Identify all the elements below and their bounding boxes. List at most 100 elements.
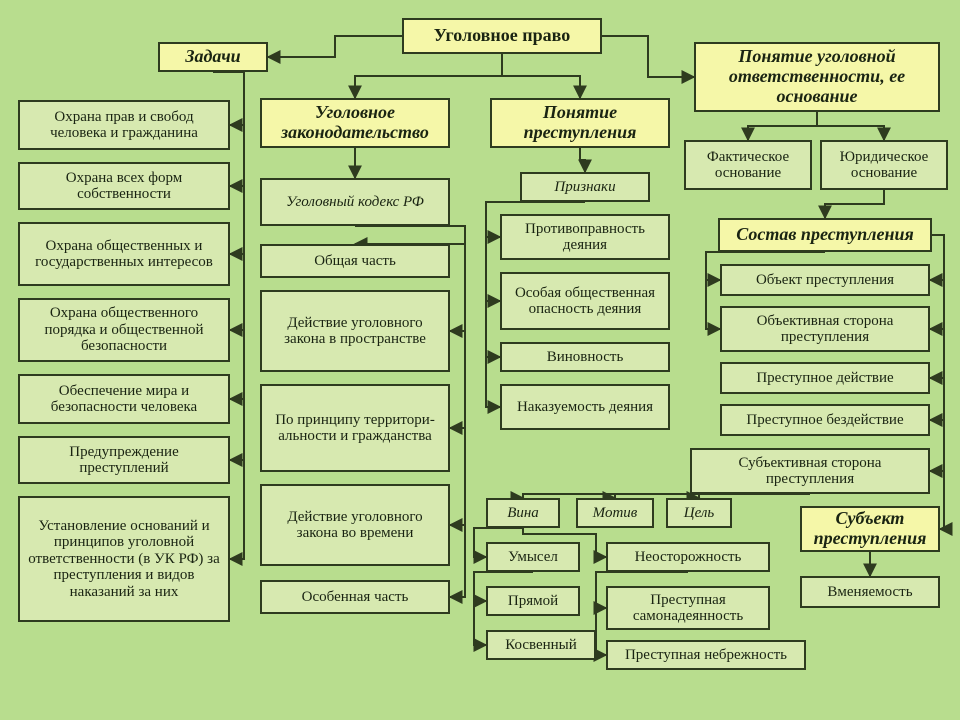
node-so_act: Преступное действие	[720, 362, 930, 394]
node-motive: Мотив	[576, 498, 654, 528]
edge-root-to-crime	[502, 54, 580, 98]
node-t1: Охрана прав и свобод человека и граждани…	[18, 100, 230, 150]
node-label: Противоправность деяния	[508, 221, 662, 254]
node-label: Косвенный	[505, 637, 577, 654]
node-indirect: Косвенный	[486, 630, 596, 660]
node-label: Общая часть	[314, 253, 396, 270]
node-label: Объективная сторона преступления	[728, 313, 922, 346]
node-cr_s3: Виновность	[500, 342, 670, 372]
node-label: Признаки	[554, 179, 615, 196]
node-t5: Обеспечение мира и безопасности человека	[18, 374, 230, 424]
node-label: Обеспечение мира и безопасности человека	[26, 383, 222, 416]
node-label: По принципу террито­ри­альности и гражда…	[268, 412, 442, 445]
node-label: Прямой	[508, 593, 558, 610]
node-sanity: Вменяемость	[800, 576, 940, 608]
node-label: Охрана общественных и государственных ин…	[26, 238, 222, 271]
node-leg_code: Уголовный кодекс РФ	[260, 178, 450, 226]
node-overconf: Преступная самонадеянность	[606, 586, 770, 630]
node-label: Мотив	[593, 505, 638, 522]
node-crime: Понятие преступления	[490, 98, 670, 148]
edge-resp-to-resp_fact	[748, 112, 817, 140]
node-guilt: Вина	[486, 498, 560, 528]
edge-sostav-to-so_objst	[930, 235, 944, 329]
node-label: Уголовный кодекс РФ	[286, 194, 424, 211]
node-label: Фактическое основание	[692, 149, 804, 182]
node-resp_jur: Юридическое основание	[820, 140, 948, 190]
node-so_subst: Субъективная сторона преступления	[690, 448, 930, 494]
node-label: Неосторожность	[635, 549, 742, 566]
node-label: Преступное действие	[756, 370, 893, 387]
edge-resp-to-resp_jur	[817, 112, 884, 140]
node-leg_spec: Особенная часть	[260, 580, 450, 614]
node-t2: Охрана всех форм собственности	[18, 162, 230, 210]
node-label: Особая общественная опасность деяния	[508, 285, 662, 318]
node-sostav: Состав преступления	[718, 218, 932, 252]
node-resp: Понятие уголовной ответственности, ее ос…	[694, 42, 940, 112]
node-negl: Неосторожность	[606, 542, 770, 572]
node-careless: Преступная небрежность	[606, 640, 806, 670]
node-label: Охрана общественного порядка и обществен…	[26, 305, 222, 355]
node-resp_fact: Фактическое основание	[684, 140, 812, 190]
edge-sostav-to-so_subst	[930, 235, 944, 471]
node-label: Преступная небрежность	[625, 647, 787, 664]
node-label: Действие уголовного закона в пространств…	[268, 315, 442, 348]
node-label: Объект преступления	[756, 272, 894, 289]
node-label: Юридическое основание	[828, 149, 940, 182]
node-leg_time: Действие уголовного закона во времени	[260, 484, 450, 566]
node-label: Уголовное законодательство	[268, 103, 442, 143]
node-label: Цель	[684, 505, 714, 522]
node-leg: Уголовное законодательство	[260, 98, 450, 148]
node-leg_gen: Общая часть	[260, 244, 450, 278]
node-label: Охрана прав и свобод человека и граждани…	[26, 109, 222, 142]
node-label: Умысел	[508, 549, 558, 566]
node-label: Задачи	[185, 47, 240, 67]
node-t4: Охрана общественного порядка и обществен…	[18, 298, 230, 362]
node-label: Уголовное право	[434, 26, 570, 46]
edge-sostav-to-subj	[932, 235, 944, 529]
node-subj: Субъект преступления	[800, 506, 940, 552]
node-label: Понятие преступления	[498, 103, 662, 143]
node-cr_s4: Наказуемость деяния	[500, 384, 670, 430]
node-cr_s2: Особая общественная опасность деяния	[500, 272, 670, 330]
node-label: Установление оснований и принципов уголо…	[26, 518, 222, 601]
edge-root-to-tasks	[268, 36, 402, 57]
node-label: Действие уголовного закона во времени	[268, 509, 442, 542]
node-label: Субъективная сторона преступления	[698, 455, 922, 488]
edge-sostav-to-so_obj	[930, 235, 944, 280]
node-tasks: Задачи	[158, 42, 268, 72]
edge-sostav-to-so_act	[930, 235, 944, 378]
node-intent: Умысел	[486, 542, 580, 572]
node-label: Вина	[507, 505, 539, 522]
node-label: Наказуемость деяния	[517, 399, 653, 416]
edge-sostav-to-so_inact	[930, 235, 944, 420]
node-label: Охрана всех форм собственности	[26, 170, 222, 203]
node-t3: Охрана общественных и государственных ин…	[18, 222, 230, 286]
node-label: Вменяемость	[827, 584, 912, 601]
node-t6: Предупреждение преступлений	[18, 436, 230, 484]
node-direct: Прямой	[486, 586, 580, 616]
diagram-canvas: Уголовное право Задачи Охрана прав и свобо…	[0, 0, 960, 720]
edge-root-to-leg	[355, 54, 502, 98]
node-label: Предупреждение преступлений	[26, 444, 222, 477]
node-leg_terr: По принципу террито­ри­альности и гражда…	[260, 384, 450, 472]
node-label: Понятие уголовной ответственности, ее ос…	[702, 47, 932, 106]
edge-crime-to-cr_sign	[580, 148, 585, 172]
node-label: Состав преступления	[736, 225, 913, 245]
edge-root-to-resp	[602, 36, 694, 77]
node-t7: Установление оснований и принципов уголо…	[18, 496, 230, 622]
edge-leg_code-to-leg_gen	[355, 226, 465, 244]
node-so_inact: Преступное бездействие	[720, 404, 930, 436]
node-label: Преступная самонадеянность	[614, 592, 762, 625]
node-so_obj: Объект преступления	[720, 264, 930, 296]
node-label: Виновность	[547, 349, 624, 366]
node-cr_s1: Противоправность деяния	[500, 214, 670, 260]
node-so_objst: Объективная сторона преступления	[720, 306, 930, 352]
edge-resp_jur-to-sostav	[825, 190, 884, 218]
node-label: Особенная часть	[302, 589, 409, 606]
node-cr_sign: Признаки	[520, 172, 650, 202]
node-label: Субъект преступления	[808, 509, 932, 549]
node-root: Уголовное право	[402, 18, 602, 54]
node-goal: Цель	[666, 498, 732, 528]
node-label: Преступное бездействие	[746, 412, 903, 429]
node-leg_space: Действие уголовного закона в пространств…	[260, 290, 450, 372]
